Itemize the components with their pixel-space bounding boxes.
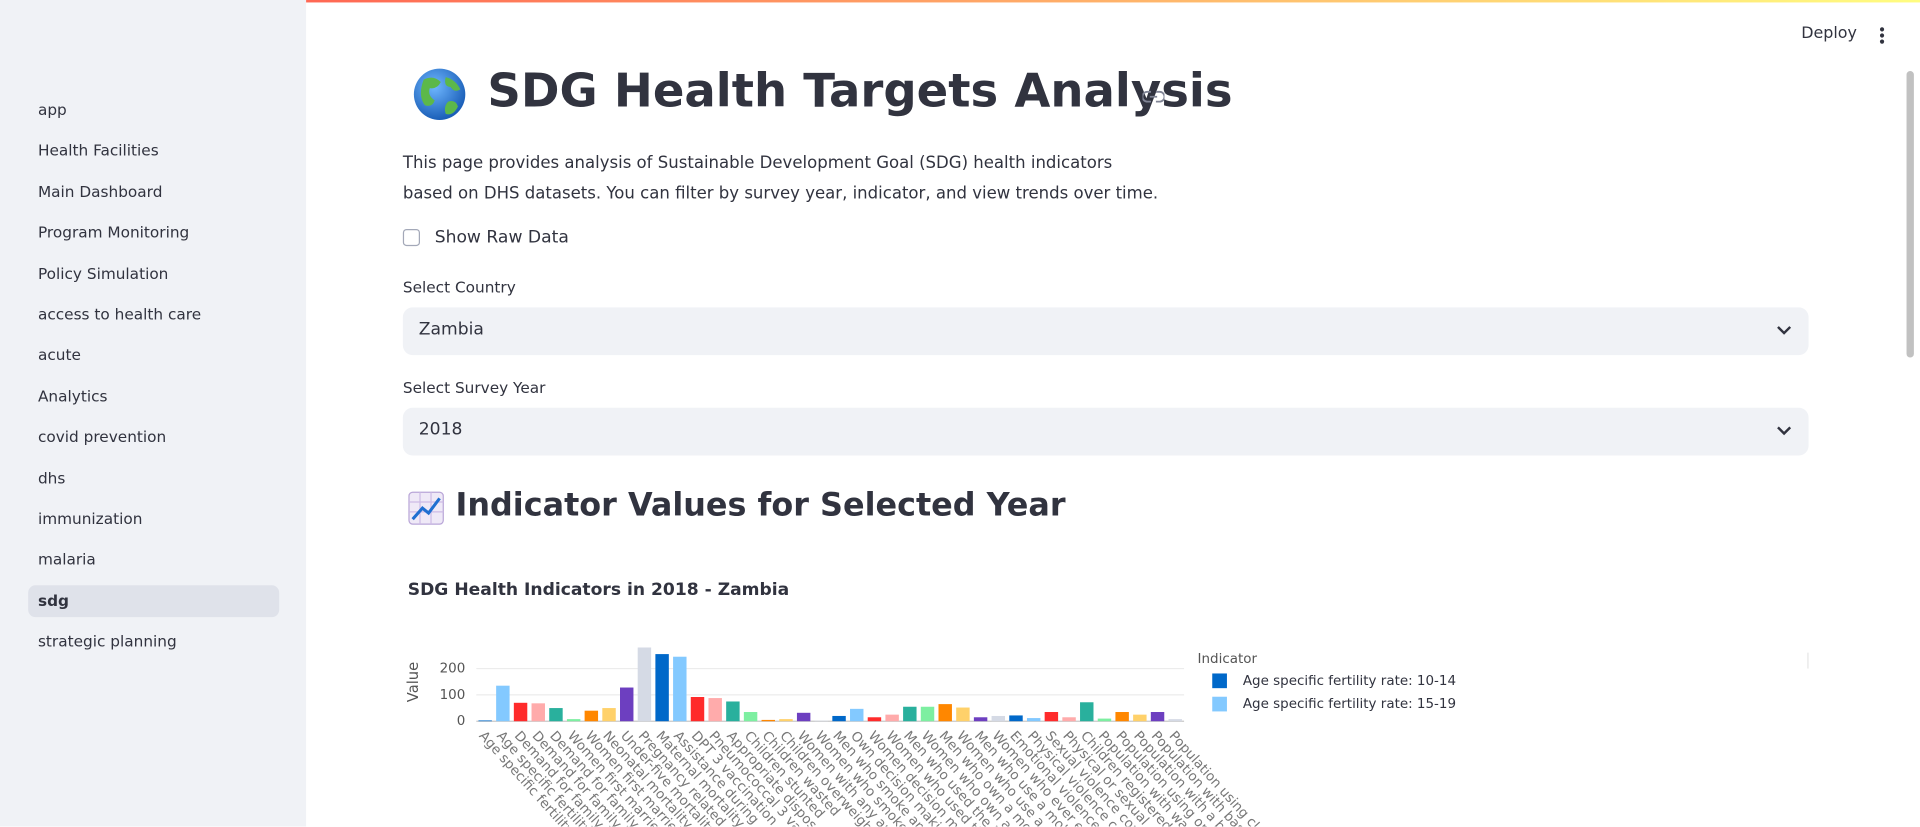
bar xyxy=(1080,702,1094,722)
bar xyxy=(726,701,740,722)
bar xyxy=(743,712,758,722)
legend-label: Age specific fertility rate: 15-19 xyxy=(1243,697,1456,712)
bar xyxy=(549,708,563,722)
top-decoration xyxy=(0,0,1920,3)
nav-link[interactable]: Program Monitoring xyxy=(37,223,190,242)
bar xyxy=(1133,714,1147,722)
bar xyxy=(655,654,669,722)
legend-swatch xyxy=(1212,696,1227,712)
bar xyxy=(779,719,793,722)
bar xyxy=(1168,719,1182,722)
scrollbar-thumb[interactable] xyxy=(1906,71,1914,358)
bar xyxy=(531,703,545,722)
bar xyxy=(832,715,846,722)
bar xyxy=(566,719,581,722)
bar xyxy=(796,712,811,722)
intro-line: based on DHS datasets. You can filter by… xyxy=(402,183,1159,204)
bar xyxy=(637,647,652,722)
nav-link[interactable]: Health Facilities xyxy=(37,141,159,160)
checkbox[interactable] xyxy=(402,228,421,247)
bar xyxy=(867,717,882,722)
bar xyxy=(708,698,722,722)
y-tick-label: 100 xyxy=(440,688,466,703)
bar xyxy=(602,708,616,722)
section-header: Indicator Values for Selected Year xyxy=(455,487,1066,525)
bar xyxy=(991,715,1006,722)
sidebar: app Health Facilities Main Dashboard Progra… xyxy=(0,0,307,827)
bar xyxy=(885,714,899,722)
bar xyxy=(690,697,705,722)
select-value: Zambia xyxy=(418,319,484,340)
country-select[interactable]: Zambia xyxy=(402,307,1809,356)
menu-button[interactable] xyxy=(1875,24,1890,46)
bar xyxy=(513,702,528,722)
chart-border xyxy=(1807,652,1809,669)
nav-link[interactable]: covid prevention xyxy=(37,427,167,446)
anchor-link[interactable] xyxy=(1142,89,1165,104)
bar xyxy=(1097,718,1112,722)
bar xyxy=(496,685,510,722)
bar xyxy=(938,704,952,722)
bar xyxy=(584,710,599,722)
bar xyxy=(1044,712,1059,722)
bar xyxy=(973,717,988,722)
bar xyxy=(673,656,687,722)
nav-link[interactable]: immunization xyxy=(37,509,143,528)
checkbox-label[interactable]: Show Raw Data xyxy=(434,227,569,248)
bar xyxy=(956,707,970,722)
page-title: SDG Health Targets Analysis xyxy=(487,63,1233,118)
bar xyxy=(1009,715,1023,722)
bar xyxy=(920,706,935,722)
bar xyxy=(1062,717,1076,722)
nav-link[interactable]: sdg xyxy=(28,585,280,617)
bar xyxy=(761,719,775,722)
select-label: Select Country xyxy=(402,277,516,297)
nav-link[interactable]: malaria xyxy=(37,550,96,569)
nav-link[interactable]: acute xyxy=(37,345,81,365)
bar xyxy=(620,687,634,722)
bar xyxy=(850,708,864,722)
nav-link[interactable]: app xyxy=(37,100,67,119)
intro-line: This page provides analysis of Sustainab… xyxy=(402,153,1113,173)
y-axis-title: Value xyxy=(405,662,422,702)
bar xyxy=(478,720,492,722)
legend-label: Age specific fertility rate: 10-14 xyxy=(1243,674,1456,689)
y-tick-label: 0 xyxy=(457,714,466,729)
select-label: Select Survey Year xyxy=(402,378,546,397)
y-tick-label: 200 xyxy=(440,662,466,677)
bar xyxy=(1026,718,1041,722)
bar xyxy=(903,706,917,722)
select-value: 2018 xyxy=(418,420,463,440)
bar xyxy=(1150,712,1165,722)
legend-swatch xyxy=(1212,673,1227,689)
deploy-button[interactable]: Deploy xyxy=(1801,24,1857,43)
chart-icon xyxy=(408,491,444,525)
bar xyxy=(1115,712,1129,722)
nav-link[interactable]: dhs xyxy=(37,468,66,487)
nav-link[interactable]: access to health care xyxy=(37,304,202,324)
legend-title: Indicator xyxy=(1198,652,1258,667)
nav-link[interactable]: Main Dashboard xyxy=(37,182,163,201)
nav-link[interactable]: Analytics xyxy=(37,386,108,406)
nav-link[interactable]: strategic planning xyxy=(37,632,177,651)
nav-link[interactable]: Policy Simulation xyxy=(37,263,169,283)
globe-icon xyxy=(413,68,466,121)
bar xyxy=(814,720,829,722)
chart-title: SDG Health Indicators in 2018 - Zambia xyxy=(408,580,789,600)
year-select[interactable]: 2018 xyxy=(402,407,1809,456)
